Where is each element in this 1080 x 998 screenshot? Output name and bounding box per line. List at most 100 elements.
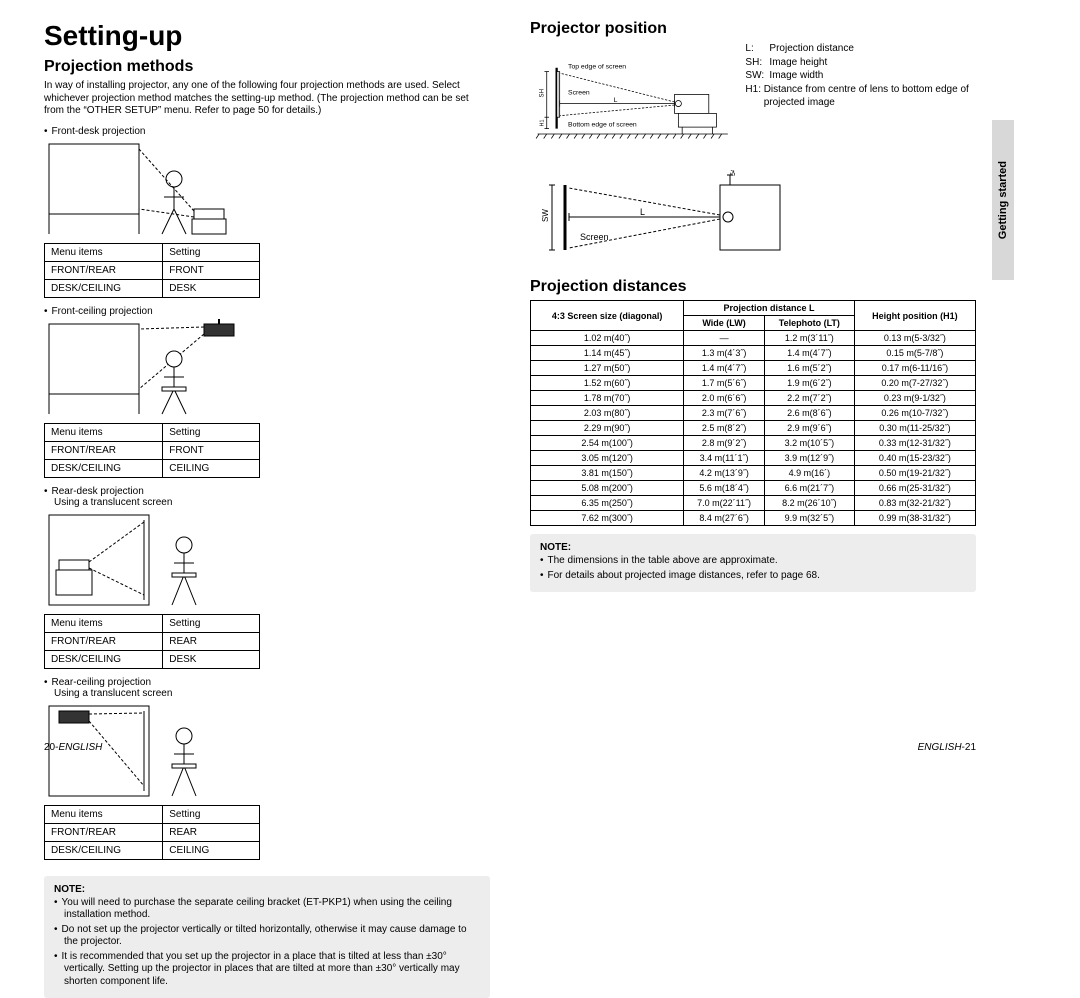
table-cell: 7.62 m(300˝) bbox=[531, 511, 684, 526]
method-front-desk: Front-desk projection Menu itemsSetting … bbox=[44, 126, 260, 298]
table-cell: 1.7 m(5´6˝) bbox=[684, 376, 765, 391]
table-cell: 3.2 m(10´5˝) bbox=[764, 436, 854, 451]
table-cell: 2.8 m(9´2˝) bbox=[684, 436, 765, 451]
table-row: 1.14 m(45˝)1.3 m(4´3˝)1.4 m(4´7˝)0.15 m(… bbox=[531, 346, 976, 361]
illustration-rear-desk bbox=[44, 510, 244, 610]
section-heading-position: Projector position bbox=[530, 20, 976, 38]
col-wide: Wide (LW) bbox=[684, 316, 765, 331]
table-cell: 1.02 m(40˝) bbox=[531, 331, 684, 346]
table-row: 2.03 m(80˝)2.3 m(7´6˝)2.6 m(8´6˝)0.26 m(… bbox=[531, 406, 976, 421]
menu-table: Menu itemsSetting FRONT/REARFRONT DESK/C… bbox=[44, 243, 260, 298]
table-cell: 6.35 m(250˝) bbox=[531, 496, 684, 511]
note-item: The dimensions in the table above are ap… bbox=[540, 555, 966, 568]
table-cell: 0.26 m(10-7/32˝) bbox=[854, 406, 975, 421]
method-rear-desk: Rear-desk projection Using a translucent… bbox=[44, 486, 260, 669]
col-height-position: Height position (H1) bbox=[854, 301, 975, 331]
method-rear-ceiling: Rear-ceiling projection Using a transluc… bbox=[44, 677, 260, 860]
table-row: 3.81 m(150˝)4.2 m(13´9˝)4.9 m(16´)0.50 m… bbox=[531, 466, 976, 481]
table-row: 3.05 m(120˝)3.4 m(11´1˝)3.9 m(12´9˝)0.40… bbox=[531, 451, 976, 466]
table-cell: — bbox=[684, 331, 765, 346]
side-tab: Getting started bbox=[992, 120, 1014, 280]
table-row: 1.27 m(50˝)1.4 m(4´7˝)1.6 m(5´2˝)0.17 m(… bbox=[531, 361, 976, 376]
table-cell: 4.9 m(16´) bbox=[764, 466, 854, 481]
table-cell: 2.3 m(7´6˝) bbox=[684, 406, 765, 421]
note-title: NOTE: bbox=[540, 542, 966, 553]
note-item: You will need to purchase the separate c… bbox=[54, 897, 480, 922]
table-cell: 9.9 m(32´5˝) bbox=[764, 511, 854, 526]
svg-text:54 mm (2-1/8˝): 54 mm (2-1/8˝) bbox=[729, 170, 737, 176]
table-cell: 3.05 m(120˝) bbox=[531, 451, 684, 466]
table-cell: 1.14 m(45˝) bbox=[531, 346, 684, 361]
col-tele: Telephoto (LT) bbox=[764, 316, 854, 331]
table-cell: 2.5 m(8´2˝) bbox=[684, 421, 765, 436]
table-cell: 8.4 m(27´6˝) bbox=[684, 511, 765, 526]
table-row: 5.08 m(200˝)5.6 m(18´4˝)6.6 m(21´7˝)0.66… bbox=[531, 481, 976, 496]
table-cell: 6.6 m(21´7˝) bbox=[764, 481, 854, 496]
table-cell: 8.2 m(26´10˝) bbox=[764, 496, 854, 511]
note-box-right: NOTE: The dimensions in the table above … bbox=[530, 534, 976, 592]
table-cell: 2.9 m(9´6˝) bbox=[764, 421, 854, 436]
svg-text:Screen: Screen bbox=[580, 232, 609, 242]
position-top-view-icon: SW Screen L 54 mm (2-1/8˝) bbox=[530, 170, 800, 266]
table-cell: 5.08 m(200˝) bbox=[531, 481, 684, 496]
page-title: Setting-up bbox=[44, 20, 490, 52]
table-cell: 5.6 m(18´4˝) bbox=[684, 481, 765, 496]
svg-text:Screen: Screen bbox=[568, 89, 590, 96]
table-cell: 1.9 m(6´2˝) bbox=[764, 376, 854, 391]
method-title: Rear-desk projection bbox=[44, 486, 260, 497]
table-cell: 2.2 m(7´2˝) bbox=[764, 391, 854, 406]
svg-text:L: L bbox=[614, 97, 618, 104]
table-cell: 3.9 m(12´9˝) bbox=[764, 451, 854, 466]
table-cell: 3.81 m(150˝) bbox=[531, 466, 684, 481]
svg-text:SW: SW bbox=[541, 209, 550, 222]
table-cell: 0.15 m(5-7/8˝) bbox=[854, 346, 975, 361]
table-row: 1.02 m(40˝)—1.2 m(3´11˝)0.13 m(5-3/32˝) bbox=[531, 331, 976, 346]
table-cell: 0.99 m(38-31/32˝) bbox=[854, 511, 975, 526]
method-front-ceiling: Front-ceiling projection Menu itemsSetti… bbox=[44, 306, 260, 478]
table-row: 2.54 m(100˝)2.8 m(9´2˝)3.2 m(10´5˝)0.33 … bbox=[531, 436, 976, 451]
table-row: 1.78 m(70˝)2.0 m(6´6˝)2.2 m(7´2˝)0.23 m(… bbox=[531, 391, 976, 406]
table-cell: 1.6 m(5´2˝) bbox=[764, 361, 854, 376]
illustration-front-ceiling bbox=[44, 319, 244, 419]
table-cell: 2.54 m(100˝) bbox=[531, 436, 684, 451]
table-cell: 0.17 m(6-11/16˝) bbox=[854, 361, 975, 376]
menu-table: Menu itemsSetting FRONT/REARREAR DESK/CE… bbox=[44, 805, 260, 860]
table-cell: 1.2 m(3´11˝) bbox=[764, 331, 854, 346]
position-diagrams: Top edge of screen Screen Bottom edge of… bbox=[530, 42, 976, 266]
method-title: Front-desk projection bbox=[44, 126, 260, 137]
left-page: Setting-up Projection methods In way of … bbox=[0, 0, 510, 765]
method-subtitle: Using a translucent screen bbox=[54, 688, 260, 699]
position-legend: L:Projection distance SH:Image height SW… bbox=[745, 42, 976, 110]
note-box-left: NOTE: You will need to purchase the sepa… bbox=[44, 876, 490, 998]
table-cell: 4.2 m(13´9˝) bbox=[684, 466, 765, 481]
note-item: For details about projected image distan… bbox=[540, 570, 966, 583]
note-title: NOTE: bbox=[54, 884, 480, 895]
table-cell: 1.4 m(4´7˝) bbox=[684, 361, 765, 376]
table-cell: 0.50 m(19-21/32˝) bbox=[854, 466, 975, 481]
svg-text:H1: H1 bbox=[540, 120, 546, 127]
table-row: 2.29 m(90˝)2.5 m(8´2˝)2.9 m(9´6˝)0.30 m(… bbox=[531, 421, 976, 436]
table-cell: 0.30 m(11-25/32˝) bbox=[854, 421, 975, 436]
table-cell: 2.03 m(80˝) bbox=[531, 406, 684, 421]
right-page: Getting started Projector position Top e… bbox=[510, 0, 1020, 765]
svg-text:Top edge of screen: Top edge of screen bbox=[568, 64, 626, 71]
position-side-view-icon: Top edge of screen Screen Bottom edge of… bbox=[530, 42, 735, 162]
table-cell: 3.4 m(11´1˝) bbox=[684, 451, 765, 466]
intro-text: In way of installing projector, any one … bbox=[44, 80, 490, 118]
methods-grid: Front-desk projection Menu itemsSetting … bbox=[44, 126, 490, 868]
method-title: Front-ceiling projection bbox=[44, 306, 260, 317]
table-cell: 1.3 m(4´3˝) bbox=[684, 346, 765, 361]
page-footer-right: ENGLISH-21 bbox=[918, 742, 976, 753]
table-cell: 1.78 m(70˝) bbox=[531, 391, 684, 406]
table-row: 7.62 m(300˝)8.4 m(27´6˝)9.9 m(32´5˝)0.99… bbox=[531, 511, 976, 526]
note-item: It is recommended that you set up the pr… bbox=[54, 951, 480, 989]
col-screen-size: 4:3 Screen size (diagonal) bbox=[531, 301, 684, 331]
section-heading-methods: Projection methods bbox=[44, 58, 490, 76]
distances-table: 4:3 Screen size (diagonal) Projection di… bbox=[530, 300, 976, 526]
method-title: Rear-ceiling projection bbox=[44, 677, 260, 688]
table-cell: 2.6 m(8´6˝) bbox=[764, 406, 854, 421]
svg-text:SH: SH bbox=[539, 89, 546, 97]
table-cell: 0.66 m(25-31/32˝) bbox=[854, 481, 975, 496]
table-cell: 0.13 m(5-3/32˝) bbox=[854, 331, 975, 346]
col-projection-distance: Projection distance L bbox=[684, 301, 855, 316]
